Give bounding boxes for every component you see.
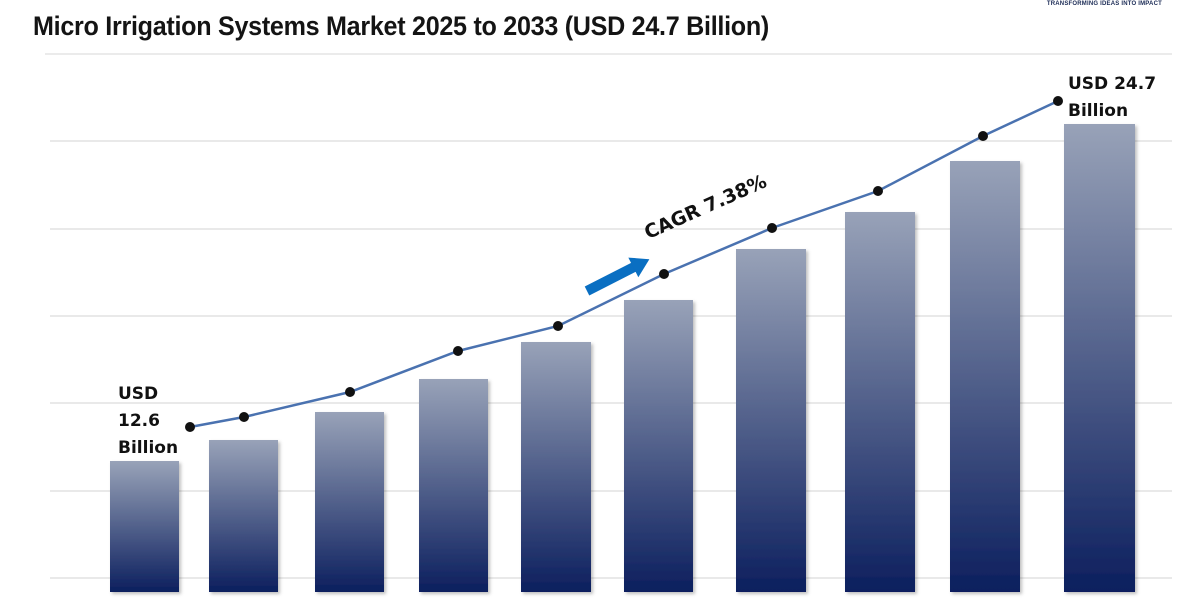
title-divider: [45, 53, 1172, 55]
start-value-label: USD 12.6 Billion: [118, 381, 178, 462]
trend-arrow-icon: [584, 257, 650, 296]
marker-10: [1053, 96, 1063, 106]
marker-2: [239, 412, 249, 422]
bars: [110, 124, 1135, 592]
bar-9: [950, 161, 1020, 592]
start-label-line3: Billion: [118, 438, 179, 458]
end-label-line2: Billion: [1068, 101, 1129, 121]
marker-7: [767, 223, 777, 233]
marker-8: [873, 186, 883, 196]
marker-6: [659, 269, 669, 279]
trend-markers: [185, 96, 1063, 432]
bar-7: [736, 249, 806, 592]
bar-8: [845, 212, 915, 592]
marker-9: [978, 131, 988, 141]
bar-6: [624, 300, 693, 592]
bar-5: [521, 342, 591, 592]
end-label-line1: USD 24.7: [1068, 74, 1157, 94]
marker-4: [453, 346, 463, 356]
logo-tagline: TRANSFORMING IDEAS INTO IMPACT: [1046, 1, 1162, 7]
chart-title: Micro Irrigation Systems Market 2025 to …: [33, 11, 769, 41]
start-label-line1: USD: [118, 384, 159, 404]
bar-2: [209, 440, 278, 592]
start-label-line2: 12.6: [118, 411, 160, 431]
bar-10: [1064, 124, 1135, 592]
bar-1: [110, 461, 179, 592]
trend-line: [189, 99, 1059, 429]
bar-3: [315, 412, 384, 592]
marker-3: [345, 387, 355, 397]
marker-5: [553, 321, 563, 331]
marker-1: [185, 422, 195, 432]
bar-4: [419, 379, 488, 592]
end-value-label: USD 24.7 Billion: [1068, 71, 1156, 125]
